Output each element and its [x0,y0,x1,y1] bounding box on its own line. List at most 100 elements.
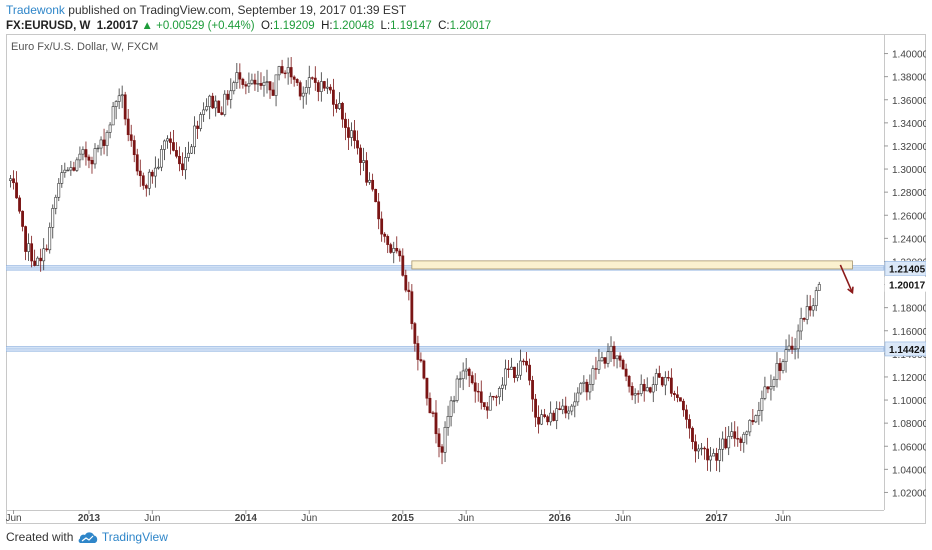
candle-down [395,248,399,252]
tradingview-link[interactable]: TradingView [101,530,168,544]
candle-down [416,343,420,360]
candle-down [24,226,27,252]
candle-down [371,179,375,190]
candle-down [766,386,770,390]
candle-up [232,82,236,92]
candle-up [519,360,522,376]
candle-down [72,167,76,171]
candle-down [672,393,676,396]
candle-down [558,408,562,410]
candle-up [27,243,31,252]
candle-up [597,360,601,370]
candle-up [214,100,218,109]
y-tick-label: 1.04000 [892,465,926,476]
candle-down [144,185,148,189]
candle-down [585,381,589,393]
candle-down [84,149,88,158]
candle-up [202,109,206,115]
candle-down [253,79,257,85]
candle-up [712,453,716,457]
candle-up [464,368,468,372]
candle-up [277,66,281,76]
candle-down [679,397,682,402]
x-tick-label: Jun [144,513,160,524]
close-value: 1.20017 [449,20,492,32]
x-tick-label: Jun [458,513,474,524]
y-tick-label: 1.24000 [892,234,926,245]
price-chart[interactable]: Euro Fx/U.S. Dollar, W, FXCM 1.02000 1.04… [5,34,929,524]
open-label: O: [260,20,274,32]
candle-up [304,87,308,94]
candle-down [739,438,743,443]
candle-up [606,351,610,364]
candle-up [730,431,734,437]
candle-down [30,243,34,262]
candle-down [534,398,537,418]
high-label: H: [321,20,333,32]
candle-up [265,81,269,83]
price-tag-label: 1.14424 [889,345,926,356]
candle-up [108,124,112,133]
created-with-text: Created with [6,530,74,544]
candle-up [697,448,700,452]
candle-down [491,395,495,398]
candle-up [96,147,100,150]
y-tick-label: 1.26000 [892,211,926,222]
candle-down [15,182,18,199]
candle-up [319,81,323,92]
candle-down [328,86,332,91]
chart-frame[interactable]: Euro Fx/U.S. Dollar, W, FXCM 1.02000 1.04… [5,34,929,524]
candle-down [365,160,368,183]
candle-up [187,152,190,158]
candle-down [440,446,444,453]
arrow-head [847,286,854,295]
candle-down [292,76,296,80]
candle-up [591,368,595,385]
candle-down [244,84,248,87]
candle-up [576,392,580,403]
candle-up [57,183,61,198]
author-link[interactable]: Tradewonk [6,3,65,17]
candle-down [289,67,293,78]
chart-border [6,34,926,524]
candle-up [307,77,311,88]
candle-down [425,377,429,399]
candle-up [452,400,456,402]
candle-up [392,248,396,253]
candle-up [54,196,58,209]
candle-up [60,172,64,184]
candle-down [380,218,384,235]
candle-down [129,134,133,141]
candle-down [419,359,423,362]
price-change: +0.00529 (+0.44%) [156,20,255,32]
candle-down [12,178,15,184]
candle-down [603,357,607,364]
candle-down [217,100,221,113]
candle-down [660,377,664,386]
candle-up [455,378,459,401]
candle-down [353,130,356,141]
candle-down [280,66,284,74]
candle-up [805,306,809,320]
candle-up [567,410,571,414]
candle-down [594,368,598,370]
candle-down [428,397,432,414]
candle-down [359,147,362,163]
candle-down [123,94,127,120]
candle-up [811,305,815,311]
resistance-box [411,260,853,270]
footer: Created with TradingView [6,528,168,546]
chart-header: Tradewonk published on TradingView.com, … [6,2,926,34]
candle-down [669,377,673,394]
candle-up [81,149,85,155]
y-tick-label: 1.06000 [892,442,926,453]
candle-down [347,127,350,138]
candle-up [639,383,643,394]
candle-up [654,373,658,385]
candle-down [434,412,438,435]
candle-down [322,81,326,89]
y-tick-label: 1.38000 [892,73,926,84]
candle-down [169,138,172,143]
candle-up [748,420,752,433]
candle-up [769,386,773,390]
